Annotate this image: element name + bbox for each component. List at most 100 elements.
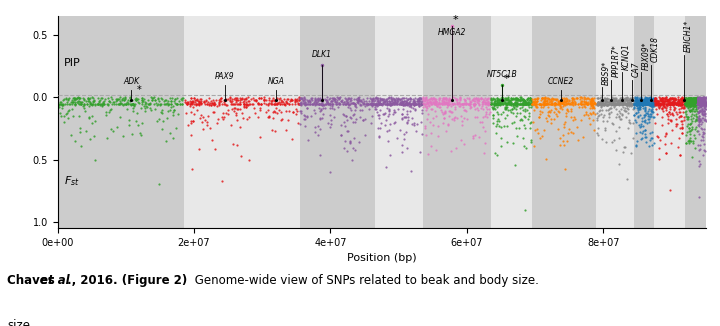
Point <box>208 101 220 106</box>
Point <box>692 95 703 100</box>
Point <box>629 101 640 106</box>
Point <box>67 99 78 104</box>
Point <box>670 101 682 106</box>
Point <box>675 97 687 102</box>
Point <box>630 143 642 149</box>
Point <box>688 140 699 145</box>
Point <box>685 127 697 132</box>
Point <box>507 101 518 107</box>
Point <box>396 101 408 106</box>
Point <box>420 97 431 102</box>
Point <box>696 104 707 109</box>
Point <box>508 104 519 109</box>
Point <box>387 101 399 107</box>
Point <box>94 99 105 104</box>
Point <box>504 98 516 103</box>
Point <box>372 101 383 106</box>
Point <box>618 101 630 106</box>
Point <box>386 101 397 107</box>
Point <box>601 96 613 101</box>
Point <box>122 99 133 105</box>
Point <box>692 101 703 106</box>
Point <box>535 135 546 140</box>
Point <box>497 96 508 101</box>
Point <box>646 109 657 114</box>
Point <box>670 121 682 126</box>
Point <box>467 98 479 103</box>
Point <box>230 95 242 100</box>
Point <box>308 100 320 105</box>
Point <box>624 96 636 102</box>
Point <box>677 101 688 107</box>
Point <box>617 102 629 107</box>
Point <box>688 96 700 101</box>
Point <box>217 111 228 116</box>
Point <box>621 102 632 107</box>
Point <box>549 100 561 105</box>
Point <box>269 97 280 102</box>
Point <box>567 130 579 136</box>
Point <box>697 137 708 142</box>
Point <box>495 101 507 106</box>
Point <box>577 134 589 140</box>
Point <box>670 101 682 106</box>
Point <box>103 98 114 103</box>
Point <box>281 100 292 106</box>
Point <box>632 97 644 102</box>
Point <box>539 101 550 106</box>
Point <box>383 107 395 112</box>
Point <box>677 121 688 126</box>
Point <box>341 98 352 104</box>
Point <box>78 105 89 111</box>
Point <box>603 98 615 103</box>
Point <box>480 101 491 107</box>
Point <box>343 96 354 101</box>
Point <box>601 100 613 105</box>
Point <box>58 119 70 124</box>
Point <box>683 95 694 100</box>
Point <box>655 96 667 101</box>
Point <box>362 101 374 107</box>
Point <box>699 111 711 117</box>
Point <box>194 100 205 106</box>
Point <box>670 98 681 103</box>
Point <box>696 101 708 107</box>
Point <box>639 101 650 107</box>
Point <box>696 98 708 103</box>
Point <box>688 101 699 106</box>
Point <box>353 140 364 145</box>
Point <box>529 128 541 133</box>
Point <box>231 95 243 100</box>
Point <box>509 105 521 110</box>
Point <box>146 97 158 103</box>
Point <box>493 101 505 106</box>
Point <box>646 130 657 135</box>
Point <box>458 101 469 106</box>
Point <box>639 97 650 102</box>
Point <box>342 100 354 105</box>
Point <box>677 130 688 136</box>
Point <box>521 98 533 103</box>
Point <box>529 96 541 101</box>
Point <box>674 101 685 106</box>
Point <box>408 100 420 105</box>
Point <box>384 101 396 106</box>
Point <box>692 96 703 101</box>
Point <box>562 101 573 106</box>
Point <box>212 121 223 126</box>
Point <box>693 96 704 102</box>
Point <box>302 137 314 142</box>
Point <box>433 96 445 101</box>
Point <box>657 96 668 101</box>
Point <box>493 101 505 106</box>
Point <box>673 101 685 106</box>
Point <box>497 82 508 87</box>
Point <box>375 101 387 106</box>
Point <box>342 95 354 100</box>
Point <box>306 96 318 101</box>
Point <box>163 101 175 106</box>
Point <box>665 101 676 106</box>
Point <box>514 105 526 111</box>
Point <box>310 98 321 104</box>
Text: PIP: PIP <box>64 58 81 68</box>
